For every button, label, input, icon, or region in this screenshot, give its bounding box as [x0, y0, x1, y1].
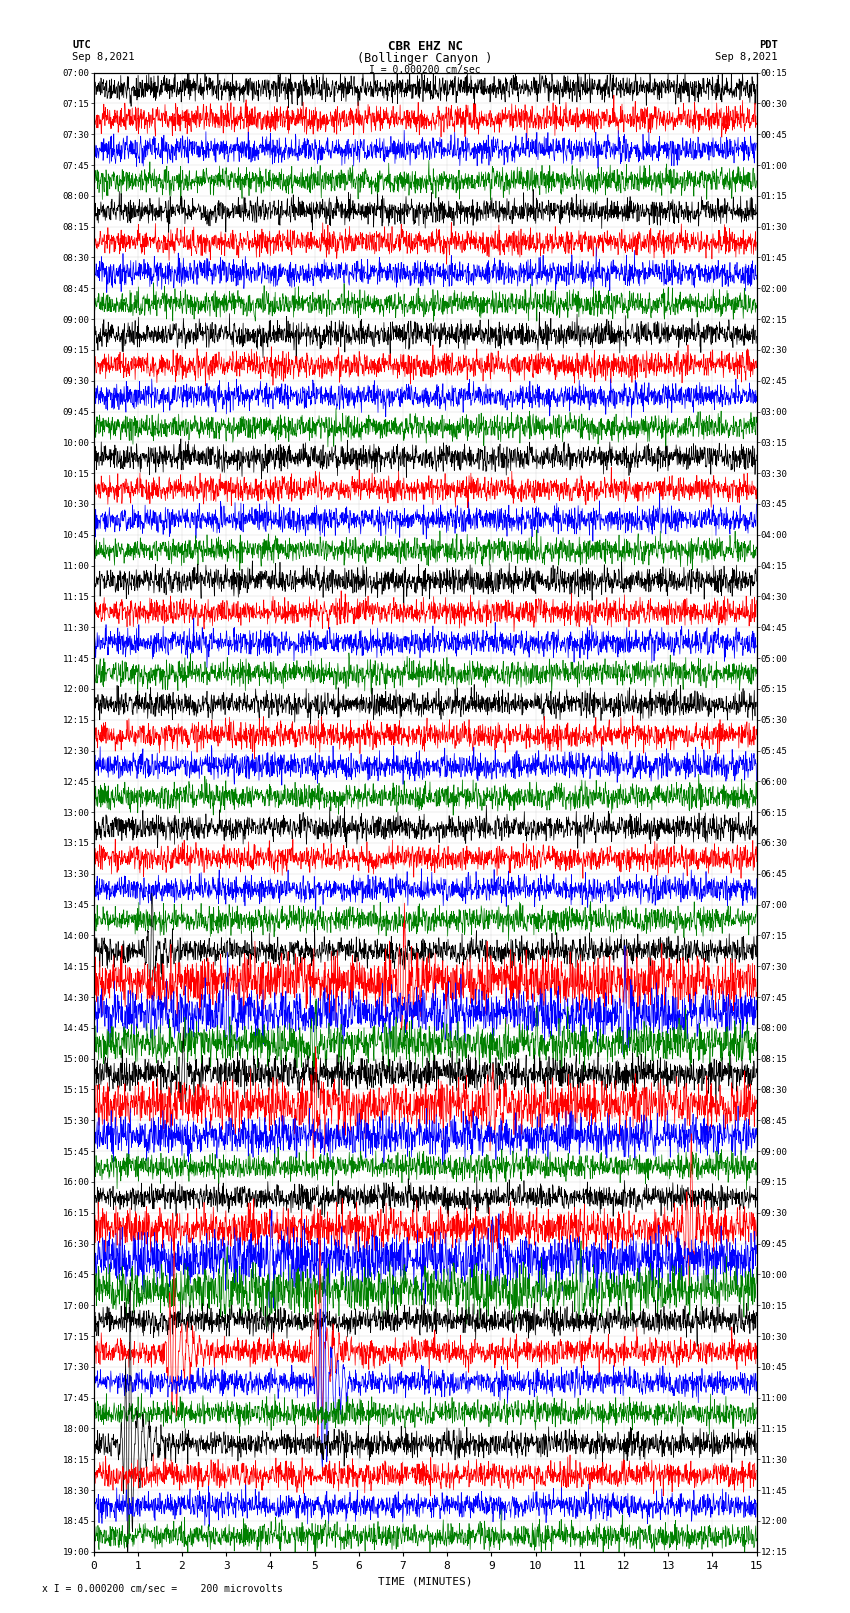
Text: UTC: UTC [72, 40, 91, 50]
X-axis label: TIME (MINUTES): TIME (MINUTES) [377, 1576, 473, 1586]
Text: (Bollinger Canyon ): (Bollinger Canyon ) [357, 52, 493, 65]
Text: I = 0.000200 cm/sec: I = 0.000200 cm/sec [369, 65, 481, 74]
Text: Sep 8,2021: Sep 8,2021 [72, 52, 135, 61]
Text: x I = 0.000200 cm/sec =    200 microvolts: x I = 0.000200 cm/sec = 200 microvolts [42, 1584, 283, 1594]
Text: PDT: PDT [759, 40, 778, 50]
Text: Sep 8,2021: Sep 8,2021 [715, 52, 778, 61]
Text: CBR EHZ NC: CBR EHZ NC [388, 40, 462, 53]
